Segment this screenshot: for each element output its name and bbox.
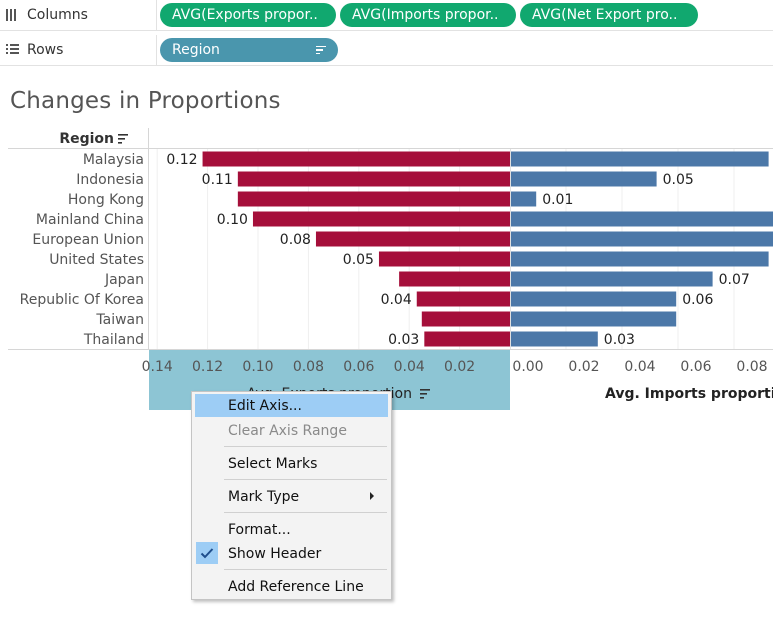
sort-descending-icon[interactable] — [316, 45, 326, 55]
imports-bar — [511, 191, 537, 207]
exports-bar — [237, 191, 510, 207]
rows-shelf: Rows Region — [0, 35, 773, 66]
columns-pill-net-export[interactable]: AVG(Net Export pro.. — [520, 3, 698, 27]
exports-axis-tick: 0.12 — [192, 359, 223, 375]
row-header-title: Region — [59, 131, 114, 147]
exports-bar — [315, 231, 510, 247]
menu-separator — [224, 569, 387, 570]
row-label: Japan — [104, 272, 144, 288]
imports-axis-tick: 0.02 — [568, 359, 599, 375]
exports-data-label: 0.03 — [388, 332, 419, 348]
exports-bar — [378, 251, 510, 267]
menu-item-edit-axis[interactable]: Edit Axis... — [195, 394, 388, 417]
columns-shelf: Columns AVG(Exports propor.. AVG(Imports… — [0, 0, 773, 31]
imports-data-label: 0.05 — [663, 172, 694, 188]
imports-data-label: 0.03 — [604, 332, 635, 348]
row-label: Hong Kong — [68, 192, 144, 208]
row-label: Indonesia — [76, 172, 144, 188]
menu-separator — [224, 512, 387, 513]
menu-item-show-header[interactable]: Show Header — [195, 542, 388, 565]
exports-axis-tick: 0.02 — [444, 359, 475, 375]
imports-bar — [511, 231, 773, 247]
imports-bar — [511, 311, 677, 327]
rows-label: Rows — [27, 42, 64, 58]
row-header-sort-icon — [118, 138, 125, 140]
menu-item-select-marks[interactable]: Select Marks — [195, 452, 388, 475]
rows-shelf-label: Rows — [0, 35, 157, 65]
imports-axis-tick: 0.00 — [512, 359, 543, 375]
imports-bar — [511, 151, 769, 167]
exports-bar — [237, 171, 510, 187]
exports-axis-sort-icon — [420, 389, 430, 391]
exports-bar — [252, 211, 510, 227]
axis-context-menu: Edit Axis... Clear Axis Range Select Mar… — [191, 391, 392, 600]
menu-item-format-label: Format... — [228, 521, 291, 538]
checkmark-icon — [196, 542, 218, 564]
view-title: Changes in Proportions — [10, 88, 281, 114]
imports-data-label: 0.01 — [542, 192, 573, 208]
row-header-sort-icon — [118, 134, 128, 136]
exports-bar — [424, 331, 510, 347]
row-label: United States — [49, 252, 144, 268]
exports-data-label: 0.04 — [381, 292, 412, 308]
exports-axis-sort-icon — [420, 397, 424, 399]
imports-bar — [511, 291, 677, 307]
exports-bar — [421, 311, 510, 327]
exports-axis-tick: 0.10 — [242, 359, 273, 375]
exports-data-label: 0.11 — [202, 172, 233, 188]
menu-item-format[interactable]: Format... — [195, 518, 388, 541]
row-label: Taiwan — [95, 312, 144, 328]
row-label: Malaysia — [83, 152, 144, 168]
row-label: European Union — [32, 232, 144, 248]
imports-axis-tick: 0.06 — [680, 359, 711, 375]
columns-label: Columns — [27, 7, 88, 23]
imports-bar — [511, 171, 657, 187]
menu-separator — [224, 479, 387, 480]
exports-data-label: 0.10 — [217, 212, 248, 228]
columns-pill-imports[interactable]: AVG(Imports propor.. — [340, 3, 516, 27]
columns-pill-exports[interactable]: AVG(Exports propor.. — [160, 3, 336, 27]
imports-axis-tick: 0.04 — [624, 359, 655, 375]
exports-bar — [202, 151, 510, 167]
exports-bar — [416, 291, 510, 307]
submenu-arrow-icon — [370, 492, 374, 500]
menu-item-edit-axis-label: Edit Axis... — [228, 397, 302, 414]
menu-item-clear-axis-range: Clear Axis Range — [195, 419, 388, 442]
imports-axis-tick: 0.08 — [736, 359, 767, 375]
exports-data-label: 0.05 — [343, 252, 374, 268]
menu-item-add-reference-line-label: Add Reference Line — [228, 578, 364, 595]
columns-icon — [6, 9, 20, 21]
imports-bar — [511, 211, 773, 227]
exports-axis-tick: 0.08 — [293, 359, 324, 375]
imports-bar — [511, 331, 598, 347]
rows-pill-region[interactable]: Region — [160, 38, 338, 62]
menu-separator — [224, 446, 387, 447]
exports-bar — [399, 271, 510, 287]
columns-shelf-label: Columns — [0, 0, 157, 30]
exports-axis-tick: 0.06 — [343, 359, 374, 375]
menu-item-show-header-label: Show Header — [228, 545, 322, 562]
row-label: Thailand — [83, 332, 144, 348]
row-label: Mainland China — [36, 212, 144, 228]
menu-item-add-reference-line[interactable]: Add Reference Line — [195, 575, 388, 598]
imports-bar — [511, 271, 713, 287]
exports-data-label: 0.08 — [280, 232, 311, 248]
imports-data-label: 0.07 — [719, 272, 750, 288]
menu-item-clear-axis-range-label: Clear Axis Range — [228, 422, 347, 439]
imports-data-label: 0.06 — [682, 292, 713, 308]
row-header-sort-icon — [118, 142, 122, 144]
menu-item-mark-type-label: Mark Type — [228, 488, 300, 505]
exports-axis-tick: 0.14 — [142, 359, 173, 375]
row-label: Republic Of Korea — [20, 292, 144, 308]
exports-data-label: 0.12 — [166, 152, 197, 168]
rows-pill-region-label: Region — [172, 42, 220, 58]
rows-icon — [6, 44, 20, 56]
imports-bar — [511, 251, 769, 267]
menu-item-mark-type[interactable]: Mark Type — [195, 485, 388, 508]
exports-axis-tick: 0.04 — [394, 359, 425, 375]
menu-item-select-marks-label: Select Marks — [228, 455, 318, 472]
exports-axis-sort-icon — [420, 393, 427, 395]
imports-axis-title: Avg. Imports proportion — [605, 386, 773, 402]
